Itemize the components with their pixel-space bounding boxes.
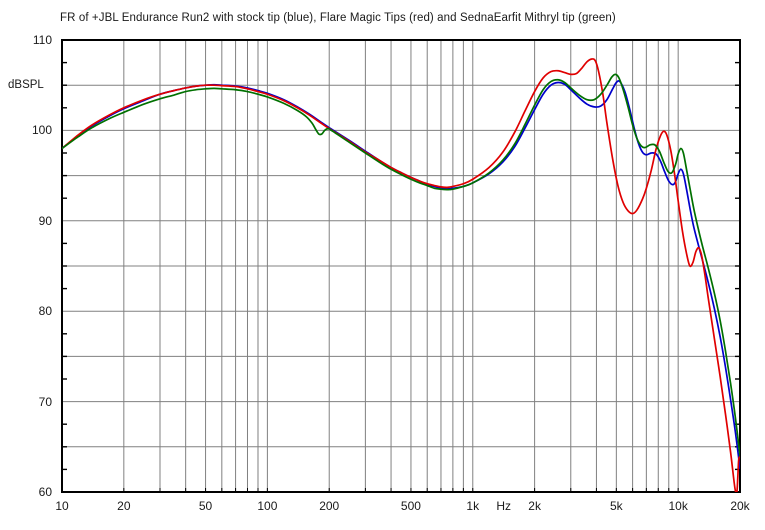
y-tick-100: 100 [31,123,52,138]
series-line-3 [62,73,740,457]
series-group [62,58,740,492]
y-axis-label: dBSPL [8,79,44,91]
y-tick-110: 110 [32,33,52,47]
x-tick-2k: 2k [528,499,541,513]
horizontal-gridlines [62,84,740,448]
x-tick-200: 200 [319,499,340,513]
x-tick-100: 100 [257,499,278,513]
x-tick-10: 10 [55,499,69,513]
x-tick-20k: 20k [730,499,750,513]
y-tick-60: 60 [38,485,52,499]
chart-title: FR of +JBL Endurance Run2 with stock tip… [60,12,616,24]
y-tick-80: 80 [38,304,52,319]
x-tick-5k: 5k [609,499,623,513]
y-tick-90: 90 [38,213,52,228]
x-axis-unit-label: Hz [496,499,512,513]
x-tick-500: 500 [400,499,421,513]
y-tick-70: 70 [38,394,52,409]
vertical-gridlines [123,40,679,492]
x-tick-10k: 10k [668,499,688,513]
x-tick-1k: 1k [466,499,480,513]
x-tick-20: 20 [117,499,131,513]
x-tick-50: 50 [198,499,213,513]
series-line-2 [62,58,740,492]
